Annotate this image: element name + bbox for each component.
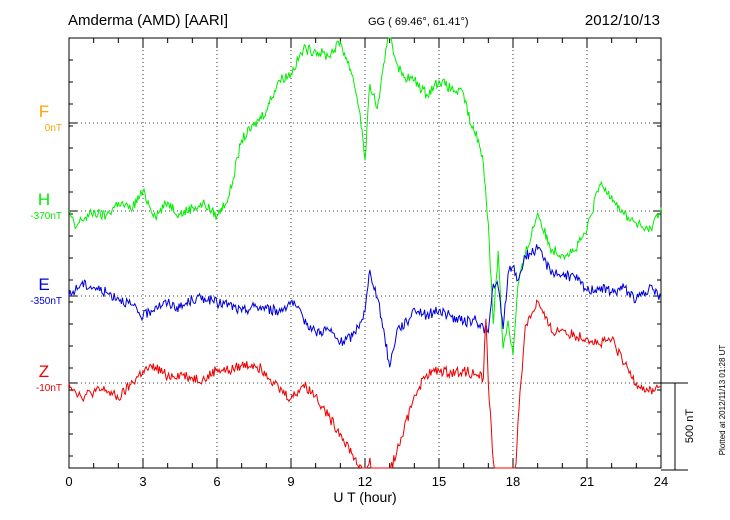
series-traces (68, 37, 662, 470)
x-tick-label: 6 (213, 474, 220, 489)
x-tick-label: 24 (654, 474, 668, 489)
scale-bar-label: 500 nT (684, 409, 696, 444)
scale-bar (661, 382, 688, 471)
channel-baseline-f: 0nT (45, 123, 62, 134)
coords-label: GG ( 69.46°, 61.41°) (368, 16, 469, 28)
series-line-z (68, 299, 662, 470)
channel-name-h: H (38, 190, 50, 209)
channel-labels: F 0nT H -370nT E -350nT Z -10nT (30, 102, 62, 394)
channel-baseline-h: -370nT (30, 211, 62, 222)
x-tick-label: 0 (65, 474, 72, 489)
station-title: Amderma (AMD) [AARI] (68, 12, 228, 29)
grid-lines (69, 38, 661, 468)
channel-name-z: Z (39, 362, 49, 381)
axis-ticks (68, 38, 662, 468)
channel-baseline-z: -10nT (36, 383, 62, 394)
x-tick-label: 12 (358, 474, 372, 489)
x-tick-label: 15 (432, 474, 446, 489)
plotted-at-note: Plotted at 2012/11/13 01:28 UT (718, 345, 727, 456)
x-tick-labels: 0 3 6 9 12 15 18 21 24 (65, 474, 668, 489)
date-label: 2012/10/13 (585, 12, 660, 29)
x-tick-label: 9 (287, 474, 294, 489)
channel-name-f: F (39, 102, 49, 121)
x-tick-label: 21 (580, 474, 594, 489)
x-tick-label: 3 (139, 474, 146, 489)
series-line-e (68, 244, 662, 368)
x-tick-label: 18 (506, 474, 520, 489)
x-axis-label: U T (hour) (333, 489, 396, 505)
channel-baseline-e: -350nT (30, 296, 62, 307)
channel-name-e: E (38, 275, 49, 294)
series-line-h (68, 37, 662, 356)
